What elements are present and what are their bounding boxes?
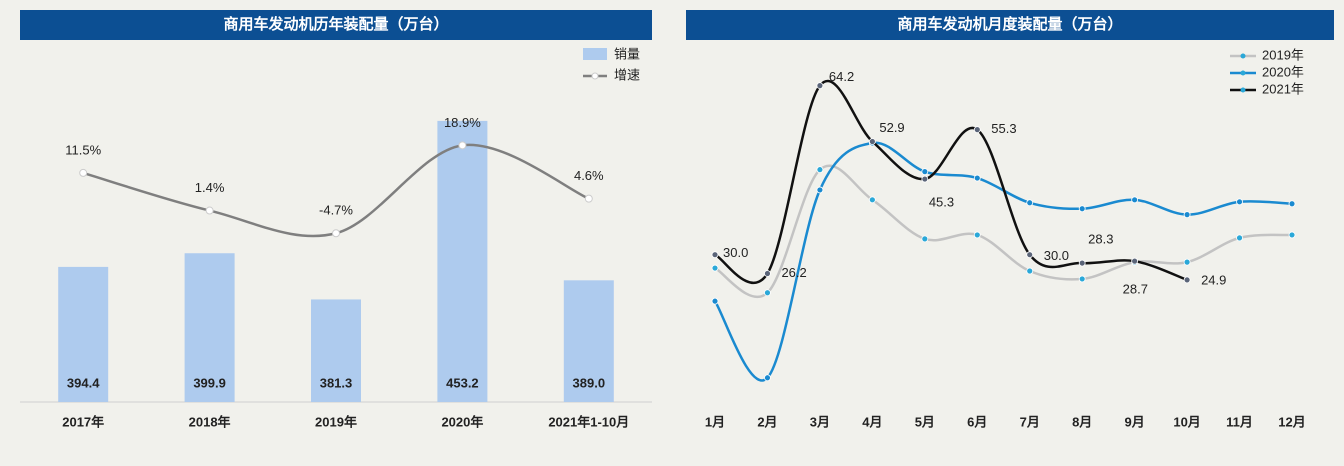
point: [816, 166, 824, 174]
x-tick-label: 1月: [705, 414, 725, 429]
point: [1078, 275, 1086, 283]
point: [973, 126, 981, 134]
legend-label: 增速: [614, 67, 640, 82]
x-tick-label: 2021年1-10月: [548, 414, 629, 429]
point: [921, 168, 929, 176]
point: [1131, 257, 1139, 265]
point: [1026, 267, 1034, 275]
point: [973, 231, 981, 239]
point: [868, 196, 876, 204]
point: [816, 186, 824, 194]
point: [921, 175, 929, 183]
title-bar: [686, 10, 1334, 40]
point: [1078, 205, 1086, 213]
legend-label: 2020年: [1262, 64, 1304, 79]
data-label: 28.7: [1123, 282, 1148, 297]
point: [1288, 200, 1296, 208]
bar: [437, 120, 488, 403]
data-label: 28.3: [1088, 232, 1113, 247]
bar: [563, 280, 614, 402]
data-label: 30.0: [723, 245, 748, 260]
x-tick-label: 2020年: [441, 414, 483, 429]
chart-title: 商用车发动机历年装配量（万台）: [223, 15, 448, 33]
point: [973, 174, 981, 182]
x-tick-label: 11月: [1226, 414, 1253, 429]
line: [82, 143, 590, 238]
legend-marker: [591, 72, 599, 80]
point: [332, 229, 340, 238]
point: [1236, 198, 1243, 206]
point: [458, 141, 467, 150]
legend-marker: [1240, 70, 1246, 76]
point: [1183, 211, 1191, 219]
data-label: 453.2: [446, 375, 479, 390]
x-tick-label: 2017年: [62, 414, 104, 429]
point: [584, 194, 593, 203]
x-tick-label: 10月: [1173, 414, 1200, 429]
chart-title: 商用车发动机月度装配量（万台）: [897, 15, 1122, 33]
data-label: 52.9: [879, 120, 904, 135]
x-tick-label: 9月: [1125, 414, 1145, 429]
data-label: 26.2: [781, 265, 806, 280]
x-tick-label: 2019年: [315, 414, 357, 429]
data-label: 55.3: [991, 121, 1016, 136]
point: [764, 374, 771, 382]
data-label: 64.2: [829, 69, 854, 84]
bar: [311, 299, 361, 402]
point: [868, 138, 876, 145]
legend-marker: [1240, 87, 1246, 93]
legend-label: 2021年: [1262, 81, 1304, 96]
point: [79, 168, 88, 177]
data-label: 24.9: [1201, 272, 1226, 287]
legend-marker: [1240, 53, 1246, 59]
point: [1183, 276, 1191, 284]
point: [764, 270, 771, 277]
data-label: 18.9%: [444, 115, 481, 130]
legend-swatch: [583, 48, 607, 60]
data-label: 394.4: [67, 375, 100, 390]
bar: [184, 253, 235, 402]
point: [764, 289, 771, 297]
x-tick-label: 7月: [1020, 414, 1040, 429]
point: [1026, 199, 1034, 207]
data-label: 11.5%: [65, 142, 101, 157]
legend-label: 销量: [614, 46, 640, 61]
x-tick-label: 6月: [967, 414, 987, 429]
point: [711, 297, 719, 305]
x-tick-label: 8月: [1072, 414, 1092, 429]
x-tick-label: 3月: [810, 414, 830, 429]
data-label: 4.6%: [574, 168, 604, 183]
bar: [58, 266, 109, 402]
data-label: 389.0: [573, 375, 606, 390]
x-tick-label: 4月: [862, 414, 882, 429]
x-tick-label: 2月: [757, 414, 777, 429]
line: [713, 141, 1293, 382]
x-tick-label: 12月: [1278, 414, 1305, 429]
data-label: 45.3: [929, 194, 954, 209]
point: [1078, 259, 1086, 267]
point: [1236, 234, 1243, 242]
point: [711, 251, 719, 259]
point: [1026, 251, 1034, 259]
point: [921, 235, 929, 243]
data-label: 30.0: [1044, 248, 1069, 263]
point: [205, 206, 214, 215]
point: [1288, 231, 1296, 239]
point: [711, 264, 719, 272]
point: [816, 82, 824, 90]
data-label: 399.9: [193, 375, 226, 390]
x-tick-label: 5月: [915, 414, 935, 429]
x-tick-label: 2018年: [189, 414, 231, 429]
data-label: 1.4%: [195, 180, 225, 195]
data-label: 381.3: [320, 375, 353, 390]
point: [1131, 196, 1139, 204]
point: [1183, 258, 1191, 266]
legend-label: 2019年: [1262, 47, 1304, 62]
data-label: -4.7%: [319, 203, 353, 218]
title-bar: [20, 10, 652, 40]
